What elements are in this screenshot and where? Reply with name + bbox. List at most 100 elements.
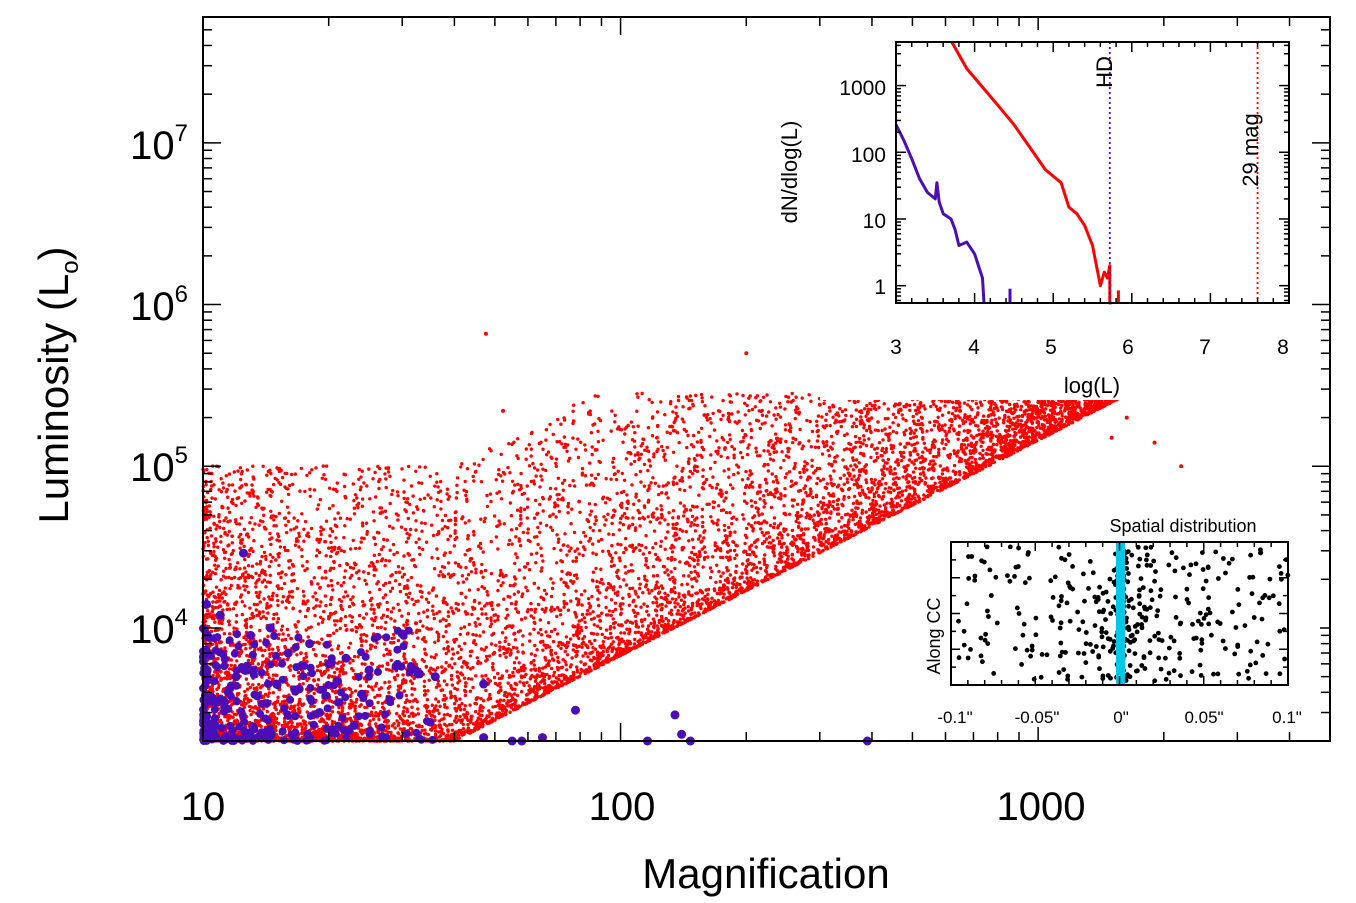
red-point	[455, 476, 460, 480]
red-point	[782, 529, 786, 533]
red-point	[360, 497, 365, 501]
red-point	[809, 399, 813, 403]
red-point	[914, 466, 918, 470]
red-point	[529, 552, 534, 556]
red-point	[900, 413, 904, 417]
red-point	[921, 470, 925, 475]
red-point	[740, 571, 744, 575]
red-point	[582, 530, 586, 535]
red-point	[365, 649, 369, 653]
red-point	[819, 522, 824, 526]
red-point	[222, 569, 226, 573]
red-point	[232, 575, 237, 580]
red-point	[459, 591, 464, 595]
red-point	[489, 571, 494, 576]
red-point	[782, 458, 786, 463]
red-point	[353, 546, 358, 551]
red-point	[981, 448, 985, 453]
red-point	[774, 432, 778, 436]
red-point	[464, 565, 468, 570]
red-point	[638, 456, 642, 460]
red-point	[538, 521, 543, 525]
red-point	[514, 527, 519, 531]
red-point	[857, 473, 862, 478]
red-point	[560, 560, 565, 564]
red-point	[265, 473, 269, 477]
red-point	[414, 519, 418, 523]
red-point	[338, 651, 343, 655]
red-point	[401, 566, 405, 570]
red-point	[258, 559, 263, 564]
red-point	[244, 677, 249, 681]
red-point	[261, 654, 265, 658]
red-point	[765, 563, 769, 568]
red-point	[433, 729, 438, 733]
red-point	[254, 505, 258, 509]
red-point	[271, 591, 275, 595]
red-point	[728, 483, 733, 487]
red-point	[588, 612, 592, 616]
red-point	[786, 554, 790, 558]
red-point	[426, 493, 430, 497]
red-point	[496, 547, 500, 551]
red-point	[828, 516, 832, 520]
red-point	[529, 668, 533, 672]
red-point	[242, 527, 247, 531]
red-point	[650, 589, 654, 593]
red-point	[621, 596, 625, 600]
red-point	[396, 723, 400, 728]
red-point	[613, 620, 617, 625]
red-point	[899, 499, 904, 503]
red-point	[779, 466, 783, 470]
red-point	[222, 676, 227, 680]
red-point	[681, 466, 685, 471]
red-point	[455, 670, 459, 674]
red-point	[943, 429, 947, 433]
red-point	[791, 440, 795, 445]
red-point	[702, 530, 706, 534]
red-point	[383, 627, 387, 631]
red-point	[373, 542, 378, 546]
red-point	[962, 401, 967, 405]
red-point	[479, 517, 483, 521]
red-point	[695, 505, 699, 509]
red-point	[303, 489, 307, 494]
red-point	[806, 527, 810, 531]
red-point	[593, 515, 598, 519]
red-point	[662, 455, 666, 459]
red-point	[837, 483, 841, 487]
red-point	[405, 531, 409, 536]
red-point	[715, 439, 719, 443]
red-point	[536, 542, 540, 547]
red-point	[554, 464, 558, 469]
red-point	[512, 592, 517, 596]
red-point	[468, 654, 473, 658]
red-point	[691, 601, 695, 606]
red-point	[1008, 433, 1012, 438]
red-point	[472, 462, 477, 466]
red-point	[383, 564, 387, 568]
red-point	[886, 457, 891, 462]
red-point	[516, 482, 520, 486]
red-point	[385, 614, 390, 619]
red-point	[267, 647, 271, 652]
red-point	[410, 681, 414, 686]
red-point	[822, 444, 827, 449]
red-point	[613, 472, 617, 476]
red-point	[744, 483, 749, 488]
red-point	[797, 525, 801, 530]
red-point	[537, 441, 541, 446]
red-point	[701, 468, 705, 472]
red-point	[285, 505, 290, 509]
red-point	[790, 528, 795, 533]
red-point	[470, 612, 474, 617]
red-point	[848, 513, 853, 517]
red-point	[251, 683, 255, 687]
red-point	[292, 674, 296, 678]
red-point	[213, 497, 217, 501]
red-point	[434, 697, 438, 701]
red-point	[921, 497, 926, 501]
red-point	[898, 450, 903, 454]
red-point	[501, 575, 506, 579]
red-point	[969, 441, 973, 445]
